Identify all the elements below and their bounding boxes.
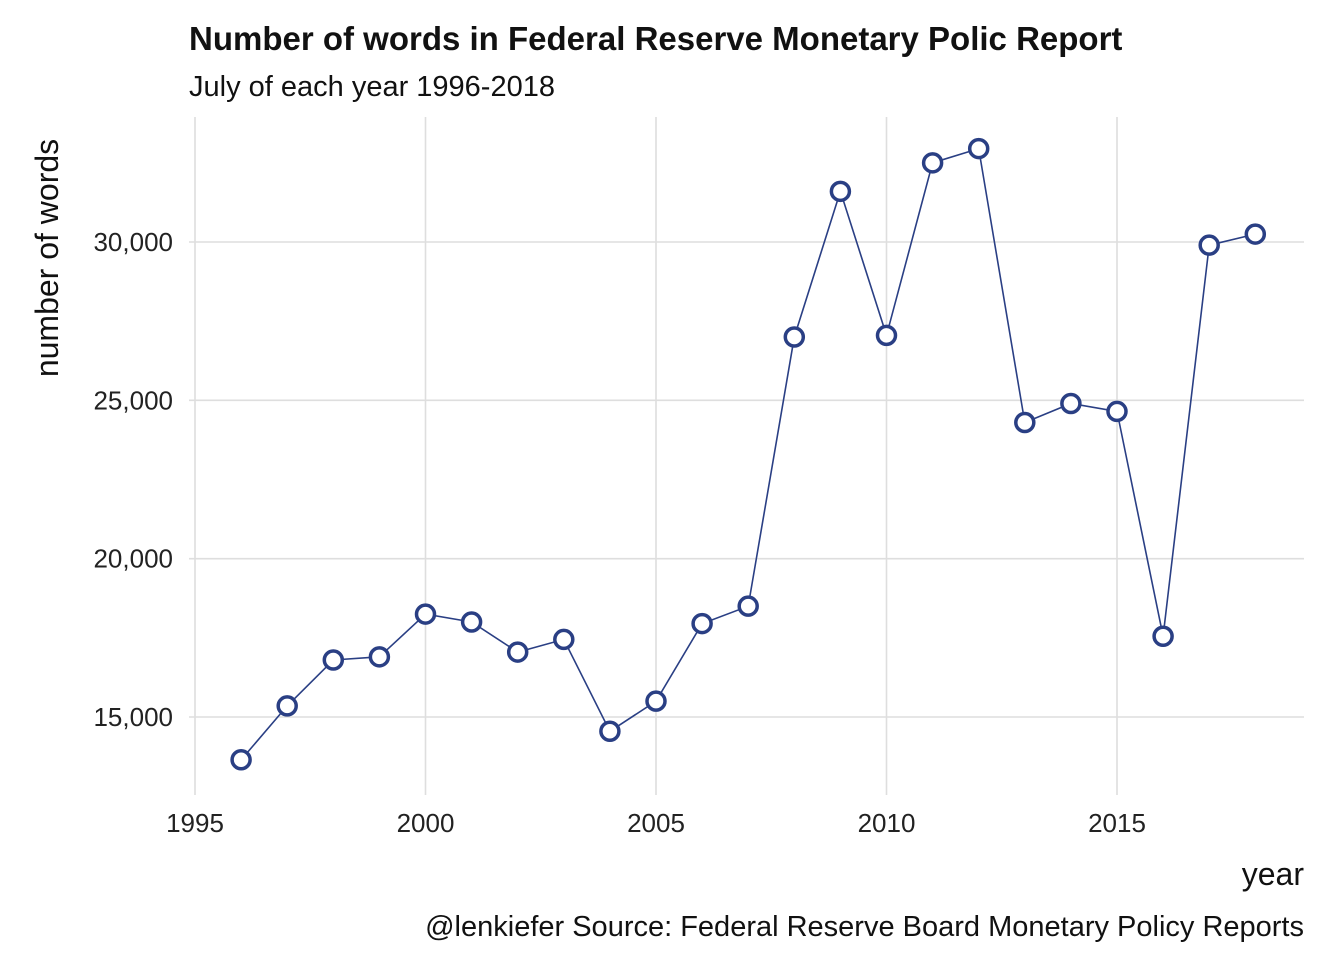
y-axis-title: number of words [29, 139, 65, 377]
data-point [553, 628, 575, 651]
data-point [875, 324, 898, 347]
y-tick-label: 20,000 [93, 544, 173, 574]
data-point [276, 695, 298, 717]
data-point [414, 603, 437, 625]
data-point [1106, 400, 1128, 423]
data-point [1152, 625, 1174, 647]
x-tick-label: 2010 [858, 808, 916, 838]
data-point [322, 649, 345, 671]
x-tick-label: 2015 [1088, 808, 1146, 838]
data-point [230, 749, 252, 771]
data-point [460, 611, 483, 633]
x-tick-label: 1995 [166, 808, 224, 838]
x-axis-ticks: 1995 2000 2005 2010 2015 [166, 808, 1146, 838]
data-point [645, 690, 667, 712]
chart-subtitle: July of each year 1996-2018 [189, 71, 555, 103]
data-point [691, 612, 713, 635]
data-point [1244, 223, 1267, 245]
grid-layer [189, 117, 1304, 795]
y-tick-label: 30,000 [93, 227, 173, 257]
data-point-layer [230, 137, 1267, 771]
data-point [921, 152, 944, 174]
y-tick-label: 15,000 [93, 702, 173, 732]
x-tick-label: 2000 [397, 808, 455, 838]
series-line-layer [240, 147, 1256, 761]
chart-title: Number of words in Federal Reserve Monet… [189, 20, 1122, 57]
data-point [783, 326, 806, 348]
x-tick-label: 2005 [627, 808, 685, 838]
series-line [240, 147, 1256, 761]
y-tick-label: 25,000 [93, 385, 173, 415]
data-point [506, 641, 529, 663]
data-point [599, 720, 621, 742]
data-point [1198, 234, 1220, 256]
chart-caption: @lenkiefer Source: Federal Reserve Board… [425, 911, 1304, 943]
y-axis-ticks: 15,000 20,000 25,000 30,000 [93, 227, 173, 732]
data-point [1060, 392, 1082, 415]
data-point [368, 646, 391, 668]
x-axis-title: year [1242, 856, 1305, 892]
data-point [829, 180, 852, 203]
data-point [1014, 411, 1036, 434]
data-point [737, 595, 759, 617]
data-point [967, 137, 990, 160]
